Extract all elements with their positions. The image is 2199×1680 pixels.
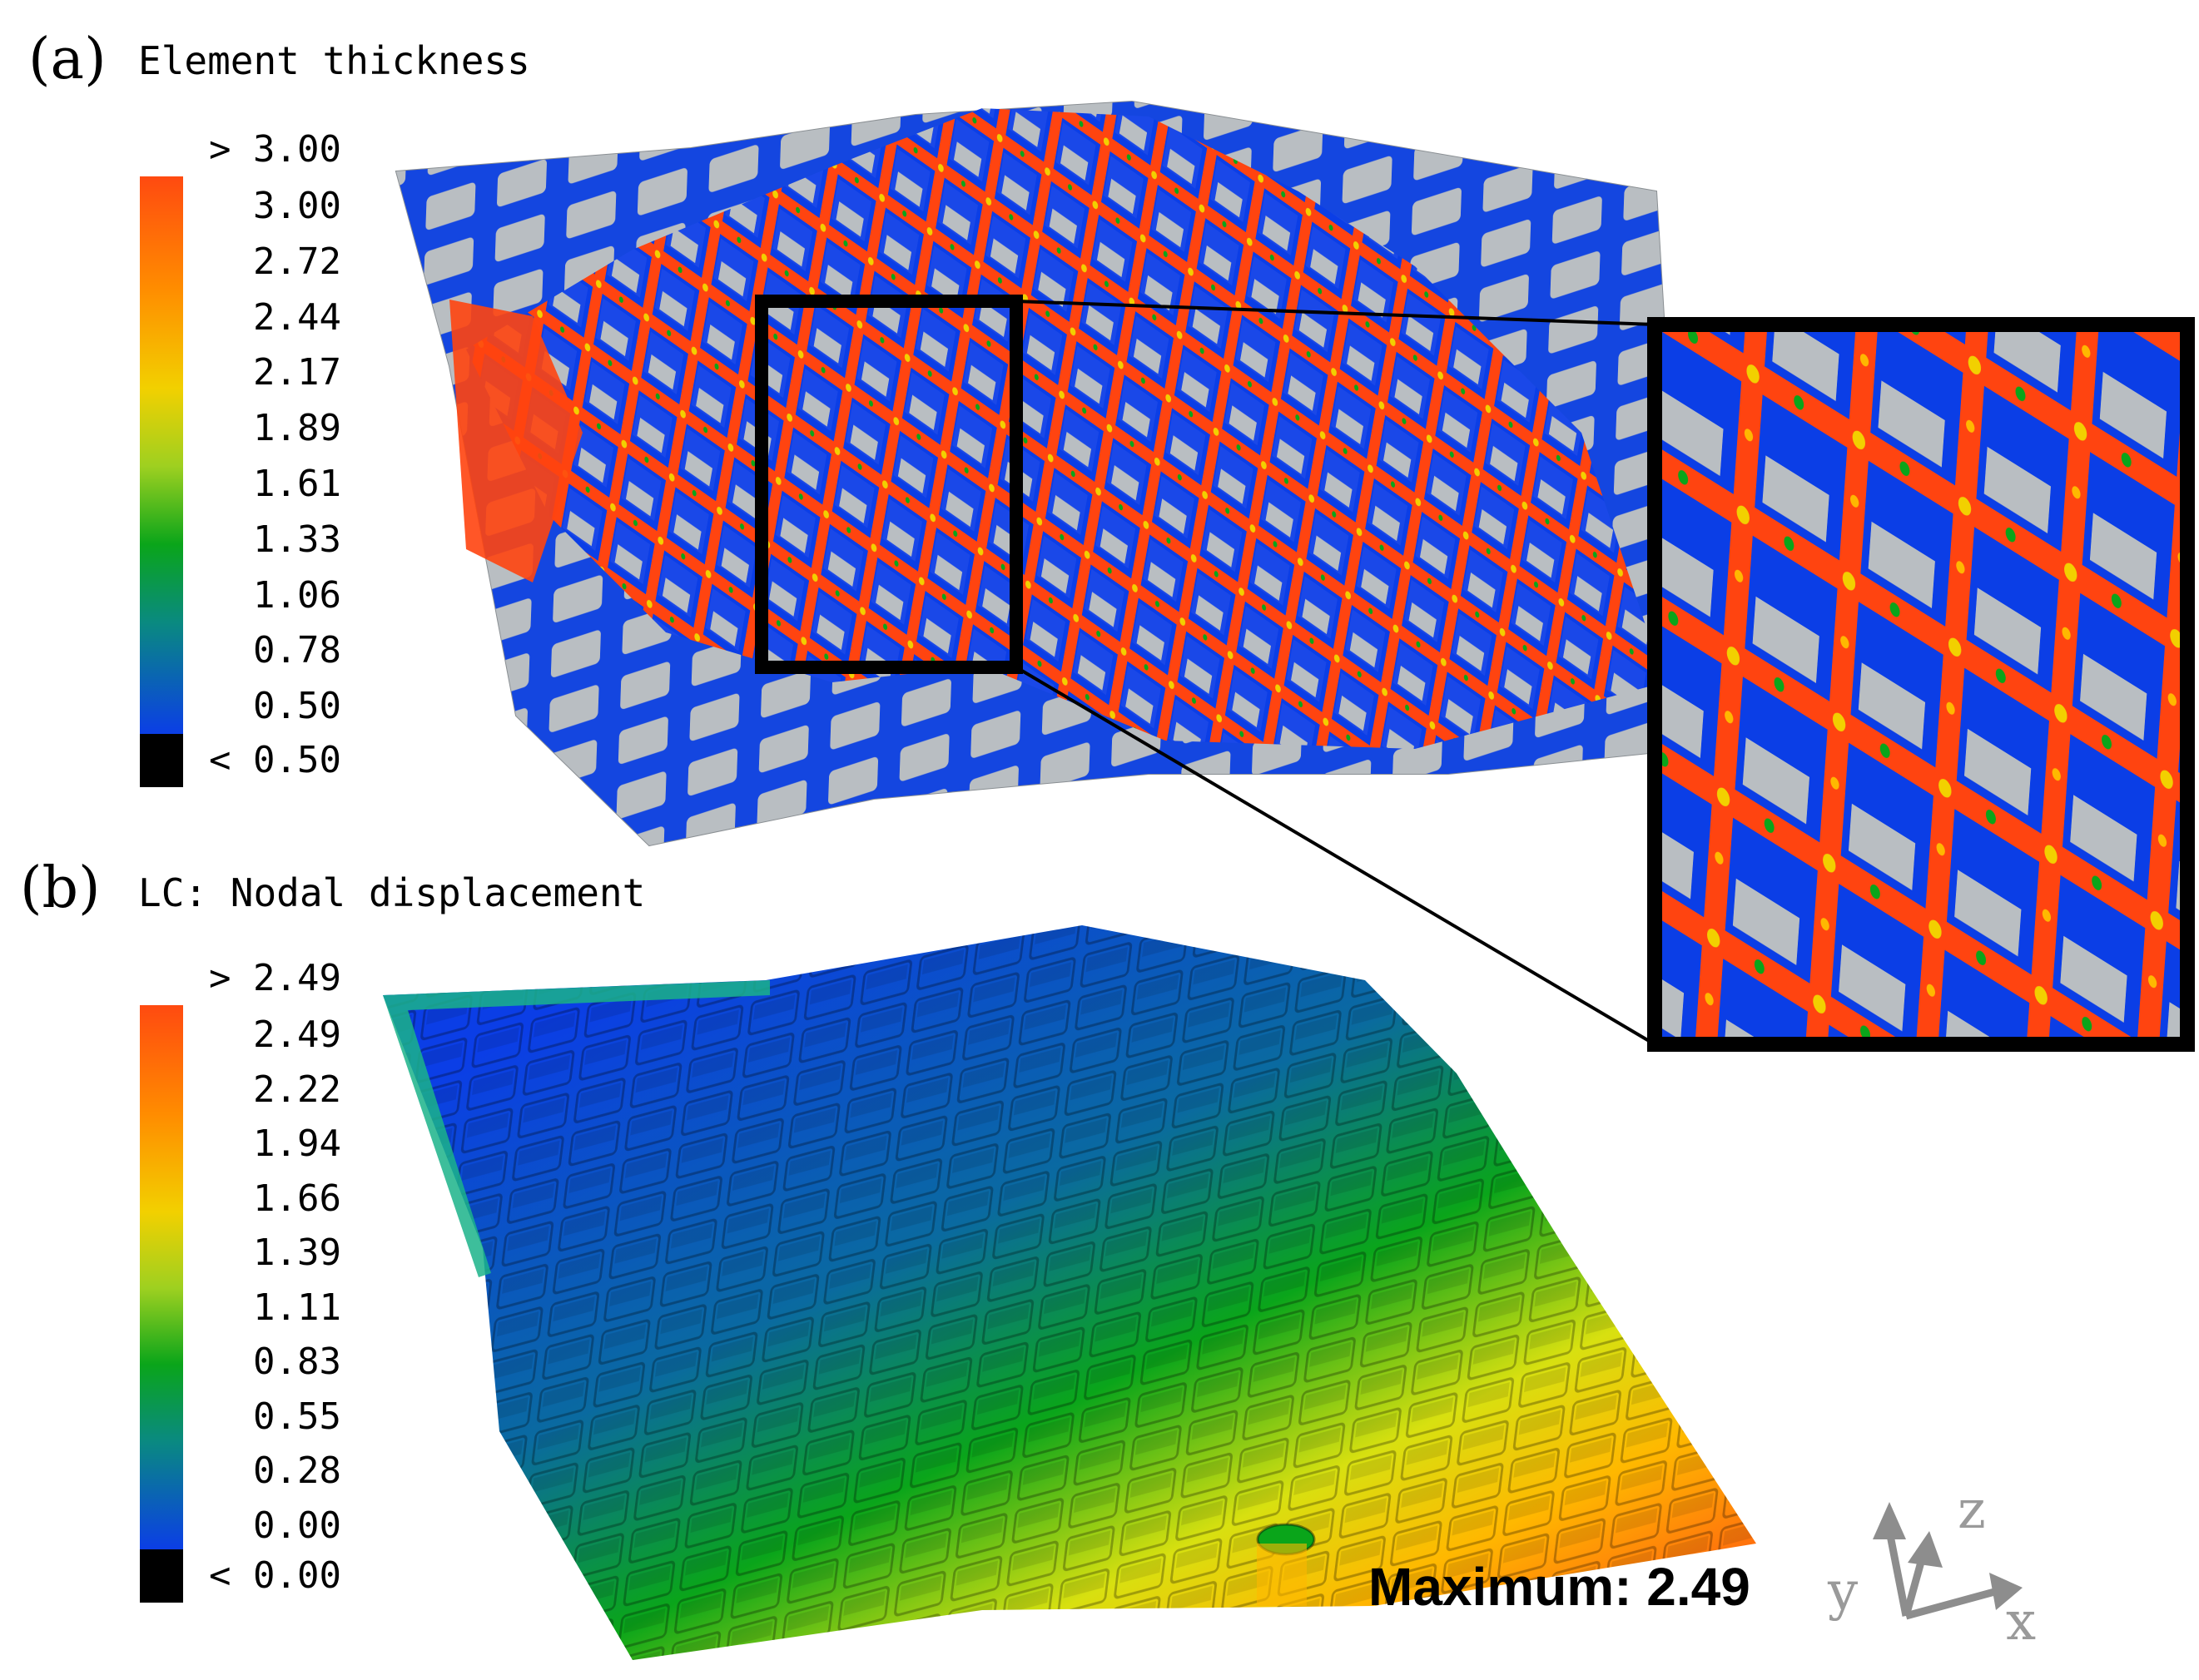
panel-a-colorbar xyxy=(140,176,183,734)
panel-b-colorbar xyxy=(140,1005,183,1549)
axis-x-label: x xyxy=(2006,1591,2037,1653)
panel-a-tick-label: 2.44 xyxy=(253,295,341,339)
panel-a-under-swatch xyxy=(140,734,183,787)
panel-b-tick-label: 2.22 xyxy=(253,1068,341,1111)
panel-a-under-label: < 0.50 xyxy=(209,739,341,781)
panel-b-under-label: < 0.00 xyxy=(209,1554,341,1597)
zoom-source-box xyxy=(755,295,1023,674)
panel-a-tick-label: 0.50 xyxy=(253,685,341,728)
panel-b-over-label: > 2.49 xyxy=(209,957,341,999)
panel-a-label: (a) xyxy=(28,27,107,92)
panel-b-title: LC: Nodal displacement xyxy=(138,870,646,915)
zoom-connector-top xyxy=(1015,300,1655,326)
axes-triad xyxy=(1873,1502,2023,1620)
panel-a-tick-label: 2.17 xyxy=(253,351,341,394)
panel-a-over-label: > 3.00 xyxy=(209,128,341,171)
panel-b-structure xyxy=(383,925,1756,1660)
axis-y-label: y xyxy=(1828,1561,1859,1623)
panel-b-tick-label: 2.49 xyxy=(253,1013,341,1056)
panel-b-tick-label: 0.28 xyxy=(253,1450,341,1492)
panel-b-tick-label: 0.83 xyxy=(253,1341,341,1383)
panel-a-tick-label: 1.06 xyxy=(253,573,341,617)
panel-a-title: Element thickness xyxy=(138,38,530,83)
panel-b-tick-label: 1.66 xyxy=(253,1177,341,1220)
panel-a-tick-label: 1.89 xyxy=(253,407,341,450)
panel-a-tick-label: 1.33 xyxy=(253,518,341,561)
axis-z-label: z xyxy=(1958,1479,1986,1541)
panel-b-tick-label: 1.39 xyxy=(253,1232,341,1274)
panel-b-tick-label: 0.55 xyxy=(253,1395,341,1438)
maximum-label: Maximum: 2.49 xyxy=(1368,1557,1750,1617)
panel-a-tick-label: 3.00 xyxy=(253,185,341,227)
panel-b-tick-label: 0.00 xyxy=(253,1504,341,1547)
panel-b-tick-label: 1.94 xyxy=(253,1122,341,1165)
panel-b-tick-label: 1.11 xyxy=(253,1286,341,1329)
panel-a-tick-label: 2.72 xyxy=(253,240,341,283)
panel-b-under-swatch xyxy=(140,1549,183,1603)
panel-a-tick-label: 0.78 xyxy=(253,629,341,672)
panel-a-tick-label: 1.61 xyxy=(253,463,341,505)
panel-b-label: (b) xyxy=(20,855,101,921)
zoom-inset xyxy=(1647,317,2195,1052)
zoom-connector-bottom xyxy=(1015,666,1656,1046)
panel-a-structure xyxy=(395,100,2195,1052)
